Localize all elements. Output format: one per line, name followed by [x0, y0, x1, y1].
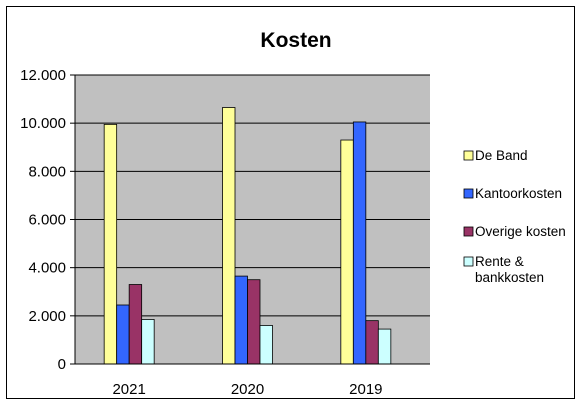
bar-de-band-2019	[340, 139, 354, 365]
bar-kantoorkosten-2021	[116, 304, 130, 365]
y-tick-label: 10.000	[20, 115, 66, 132]
x-tick-label: 2020	[231, 381, 264, 398]
bars-group	[103, 107, 392, 365]
gridlines	[75, 74, 430, 317]
legend-label: Rente & bankkosten	[475, 254, 544, 285]
x-tick-label: 2021	[112, 381, 145, 398]
bar-kantoorkosten-2020	[234, 275, 248, 365]
y-tick-label: 12.000	[20, 67, 66, 84]
bar-overige-kosten-2020	[247, 279, 261, 365]
legend-swatch	[463, 150, 474, 161]
legend-swatch	[463, 226, 474, 237]
bar-rente-bankkosten-2020	[259, 325, 273, 365]
y-tick-label: 6.000	[28, 212, 66, 229]
legend-swatch	[463, 188, 474, 199]
legend-label: Kantoorkosten	[475, 186, 562, 201]
x-tick-label: 2019	[349, 381, 382, 398]
y-tick-label: 0	[58, 356, 66, 373]
y-tick-label: 8.000	[28, 163, 66, 180]
bar-de-band-2021	[103, 123, 118, 365]
bar-overige-kosten-2019	[365, 320, 379, 365]
bar-kantoorkosten-2019	[352, 121, 367, 365]
y-tick-label: 2.000	[28, 308, 66, 325]
x-tick-labels: 2021 2020 2019	[112, 381, 382, 398]
y-tick-label: 4.000	[28, 260, 66, 277]
bar-de-band-2020	[222, 107, 236, 365]
bar-rente-bankkosten-2019	[377, 328, 392, 365]
chart-title: Kosten	[260, 29, 331, 52]
legend-swatch	[463, 256, 474, 267]
legend-label: De Band	[475, 148, 528, 163]
y-tick-labels: 0 2.000 4.000 6.000 8.000 10.000 12.000	[20, 67, 75, 373]
legend-label: Overige kosten	[475, 224, 566, 239]
bar-overige-kosten-2021	[128, 284, 143, 365]
legend: De Band Kantoorkosten Overige kosten Rente …	[463, 148, 566, 285]
bar-rente-bankkosten-2021	[141, 319, 155, 365]
